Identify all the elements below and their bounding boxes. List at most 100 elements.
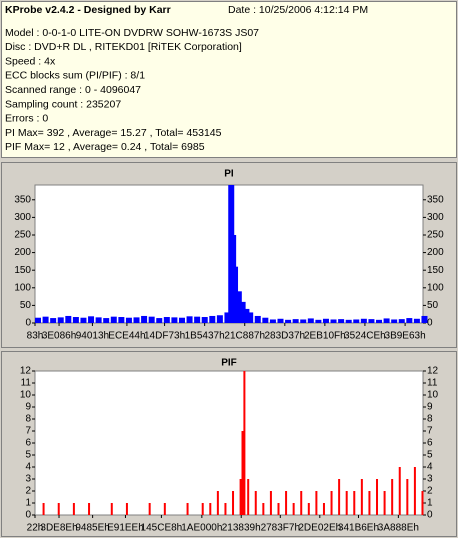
bar — [186, 503, 189, 515]
bar — [239, 479, 242, 515]
bar — [398, 467, 401, 515]
bar — [360, 318, 367, 323]
x-tick-label: 3524CEh — [344, 331, 386, 342]
bar — [95, 317, 102, 323]
bar — [243, 371, 246, 515]
bar — [171, 317, 178, 323]
bar — [42, 316, 49, 323]
bar — [398, 319, 405, 323]
bar — [241, 431, 244, 515]
y-tick-label: 350 — [14, 194, 31, 205]
bar — [277, 503, 280, 515]
info-line: Model : 0-0-1-0 LITE-ON DVDRW SOHW-1673S… — [5, 27, 259, 39]
bar — [421, 315, 428, 323]
bar — [186, 316, 193, 323]
y2-tick-label: 11 — [427, 378, 438, 389]
y2-tick-label: 50 — [427, 300, 439, 311]
x-tick-label: 83h — [27, 331, 44, 342]
bar — [391, 479, 394, 515]
bar — [315, 491, 318, 515]
y-tick-label: 300 — [14, 212, 31, 223]
bar — [353, 319, 360, 323]
y2-tick-label: 10 — [427, 390, 439, 401]
bar — [80, 317, 87, 323]
x-tick-label: 3B9E63h — [385, 331, 426, 342]
bar — [406, 318, 413, 323]
x-tick-label: 2783F7h — [261, 523, 300, 534]
y-tick-label: 12 — [20, 366, 32, 377]
y-tick-label: 5 — [25, 450, 31, 461]
x-tick-label: ECE44h — [108, 331, 145, 342]
y2-tick-label: 0 — [427, 510, 433, 521]
y2-tick-label: 200 — [427, 247, 444, 258]
bar — [35, 317, 41, 323]
y2-tick-label: 4 — [427, 462, 433, 473]
chart-title: PI — [224, 169, 234, 180]
x-tick-label: 213839h — [222, 523, 261, 534]
y2-tick-label: 8 — [427, 414, 433, 425]
bar — [148, 503, 151, 515]
bar — [209, 503, 212, 515]
x-tick-label: 94013h — [76, 331, 109, 342]
bar — [88, 316, 95, 323]
bar — [224, 503, 227, 515]
y-tick-label: 10 — [20, 390, 32, 401]
bar — [330, 491, 333, 515]
x-tick-label: E91EEh — [107, 523, 144, 534]
bar — [88, 503, 91, 515]
app-title: KProbe v2.4.2 - Designed by Karr — [5, 4, 171, 16]
x-tick-label: 21C887h — [224, 331, 265, 342]
bar — [406, 479, 409, 515]
bar — [178, 317, 185, 323]
x-tick-label: 2EB10Fh — [304, 331, 346, 342]
y-tick-label: 8 — [25, 414, 31, 425]
info-line: Errors : 0 — [5, 113, 48, 125]
bar — [262, 503, 265, 515]
x-tick-label: 341B6Eh — [338, 523, 379, 534]
x-tick-label: 3A888Eh — [378, 523, 419, 534]
y-tick-label: 1 — [25, 498, 31, 509]
bar — [110, 503, 113, 515]
y-tick-label: 7 — [25, 426, 31, 437]
info-lines: Model : 0-0-1-0 LITE-ON DVDRW SOHW-1673S… — [5, 27, 259, 153]
x-tick-label: 14DF73h — [144, 331, 185, 342]
bar — [300, 491, 303, 515]
x-tick-label: 1AE000h — [181, 523, 222, 534]
bar — [368, 319, 375, 323]
bar — [141, 315, 148, 323]
info-line: Sampling count : 235207 — [5, 98, 121, 110]
bar — [413, 467, 416, 515]
y2-tick-label: 6 — [427, 438, 433, 449]
bar — [269, 491, 272, 515]
bar — [216, 491, 219, 515]
y-tick-label: 250 — [14, 230, 31, 241]
bar — [345, 491, 348, 515]
y2-tick-label: 2 — [427, 486, 433, 497]
bar — [292, 319, 299, 323]
bar — [216, 315, 223, 323]
bar — [322, 503, 325, 515]
y2-tick-label: 350 — [427, 194, 444, 205]
y2-tick-label: 150 — [427, 265, 444, 276]
y2-tick-label: 0 — [427, 318, 433, 329]
bar — [243, 308, 250, 323]
bar — [247, 312, 254, 323]
bar — [65, 315, 72, 323]
bar — [72, 317, 79, 323]
y-tick-label: 11 — [21, 378, 32, 389]
info-line: Speed : 4x — [5, 55, 56, 67]
bar — [300, 319, 307, 323]
y-tick-label: 0 — [25, 510, 31, 521]
y-tick-label: 0 — [25, 318, 31, 329]
bar — [57, 503, 60, 515]
bar — [285, 491, 288, 515]
bar — [330, 319, 337, 323]
bar — [338, 479, 341, 515]
bar — [413, 318, 420, 323]
bar — [421, 491, 424, 515]
info-line: Disc : DVD+R DL , RITEKD01 [RiTEK Corpor… — [5, 41, 242, 53]
bar — [353, 491, 356, 515]
y-tick-label: 6 — [25, 438, 31, 449]
bar — [163, 503, 166, 515]
